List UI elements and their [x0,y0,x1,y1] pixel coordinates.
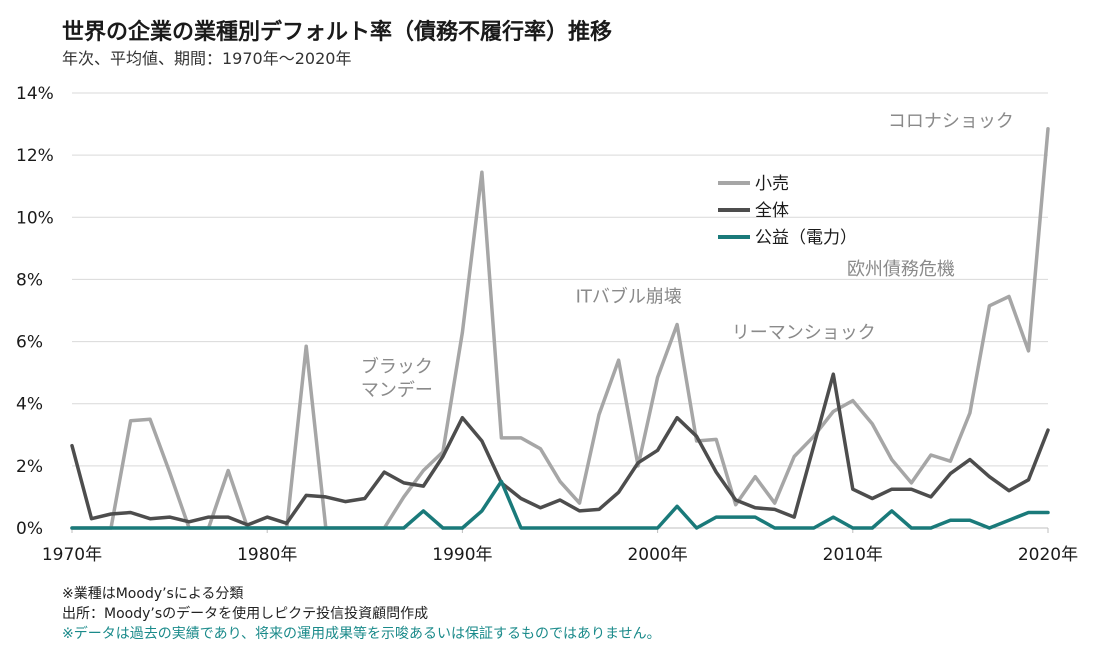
x-axis-ticks: 1970年 1980年 1990年 2000年 2010年 2020年 [42,528,1078,565]
x-tick-label: 2010年 [823,545,883,565]
chart-subtitle: 年次、平均値、期間：1970年〜2020年 [62,49,352,68]
y-tick-label: 2% [16,457,43,477]
annotation-label: 欧州債務危機 [847,259,955,280]
x-tick-label: 1980年 [237,545,297,565]
series-lines [70,126,1050,530]
legend-label: 小売 [755,174,789,194]
chart-title: 世界の企業の業種別デフォルト率（債務不履行率）推移 [62,20,613,45]
y-tick-label: 14% [16,84,54,104]
y-tick-label: 0% [16,519,43,539]
x-tick-label: 2000年 [627,545,687,565]
series-line-2 [70,479,1050,530]
footnotes: ※業種はMoody’sによる分類 出所：Moody’sのデータを使用しピクテ投信… [62,584,661,644]
y-axis-ticks: 0% 2% 4% 6% 8% 10% 12% 14% [16,84,54,539]
legend-label: 全体 [755,201,789,221]
y-tick-label: 8% [16,270,43,290]
x-tick-label: 1990年 [432,545,492,565]
legend-label: 公益（電力） [755,228,857,248]
y-tick-label: 6% [16,333,43,353]
note-disclaimer: ※データは過去の実績であり、将来の運用成果等を示唆あるいは保証するものではありま… [62,626,661,642]
y-tick-label: 12% [16,146,54,166]
note-classification: ※業種はMoody’sによる分類 [62,586,244,602]
grid-lines [72,92,1048,529]
annotation-label: ITバブル崩壊 [576,286,682,308]
annotation-label: コロナショック [888,111,1014,132]
y-tick-label: 10% [16,208,54,228]
series-line-1 [70,372,1050,527]
note-source: 出所：Moody’sのデータを使用しピクテ投信投資顧問作成 [62,606,429,622]
annotation-label: マンデー [361,380,433,401]
annotation-label: リーマンショック [732,322,876,343]
x-tick-label: 1970年 [42,545,102,565]
y-tick-label: 4% [16,395,43,415]
x-tick-label: 2020年 [1018,545,1078,565]
annotation-label: ブラック [361,356,433,378]
series-line-0 [70,126,1050,530]
